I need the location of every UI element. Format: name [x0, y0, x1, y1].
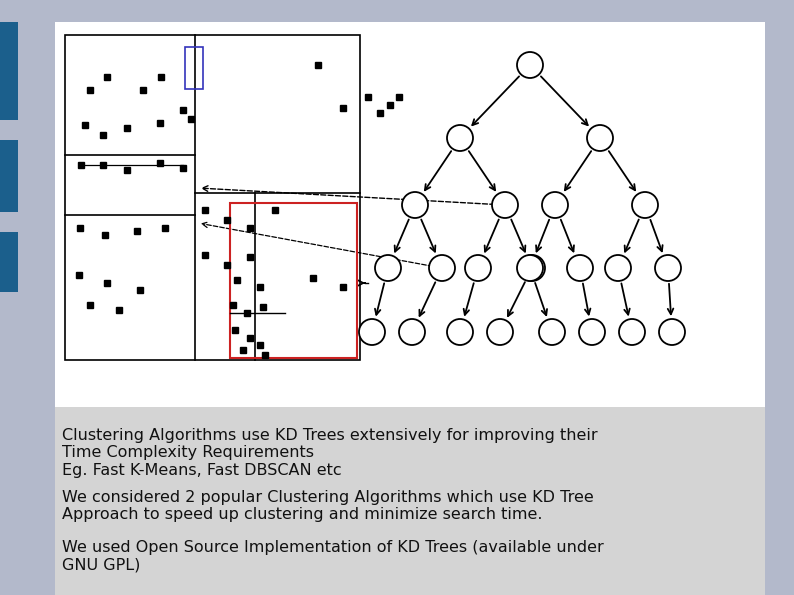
- Bar: [0, 232, 18, 292]
- Bar: [185, 47, 203, 89]
- Circle shape: [605, 255, 631, 281]
- Circle shape: [519, 255, 545, 281]
- Text: We considered 2 popular Clustering Algorithms which use KD Tree
Approach to spee: We considered 2 popular Clustering Algor…: [62, 490, 594, 522]
- Circle shape: [517, 255, 543, 281]
- Circle shape: [659, 319, 685, 345]
- Circle shape: [579, 319, 605, 345]
- Bar: [230, 203, 357, 358]
- Circle shape: [487, 319, 513, 345]
- Circle shape: [399, 319, 425, 345]
- Text: We used Open Source Implementation of KD Trees (available under
GNU GPL): We used Open Source Implementation of KD…: [62, 540, 603, 572]
- Circle shape: [619, 319, 645, 345]
- Circle shape: [447, 125, 473, 151]
- Circle shape: [542, 192, 568, 218]
- Circle shape: [655, 255, 681, 281]
- Circle shape: [492, 192, 518, 218]
- Circle shape: [567, 255, 593, 281]
- Circle shape: [375, 255, 401, 281]
- Circle shape: [517, 52, 543, 78]
- Circle shape: [429, 255, 455, 281]
- Bar: [0, 140, 18, 212]
- Circle shape: [447, 319, 473, 345]
- Circle shape: [465, 255, 491, 281]
- Circle shape: [359, 319, 385, 345]
- Text: Clustering Algorithms use KD Trees extensively for improving their
Time Complexi: Clustering Algorithms use KD Trees exten…: [62, 428, 598, 478]
- Circle shape: [587, 125, 613, 151]
- Bar: [55, 407, 765, 595]
- Bar: [65, 35, 360, 360]
- Circle shape: [402, 192, 428, 218]
- Circle shape: [539, 319, 565, 345]
- Bar: [55, 22, 765, 407]
- Bar: [0, 22, 18, 120]
- Circle shape: [632, 192, 658, 218]
